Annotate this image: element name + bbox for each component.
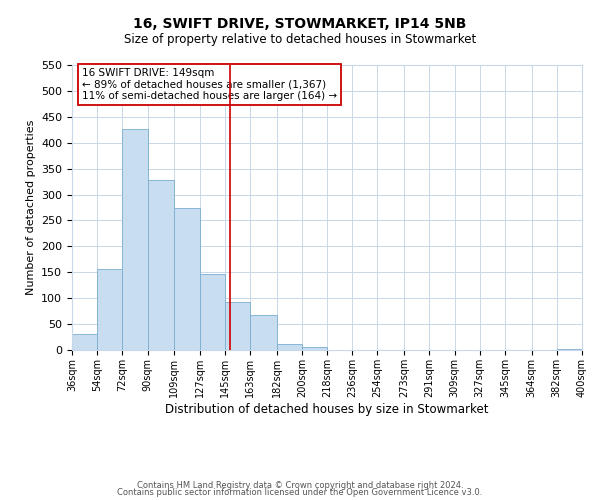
Bar	[148, 180, 174, 350]
Bar	[122, 128, 148, 350]
Bar	[225, 302, 250, 350]
Bar	[277, 344, 302, 350]
Text: 16 SWIFT DRIVE: 149sqm
← 89% of detached houses are smaller (1,367)
11% of semi-: 16 SWIFT DRIVE: 149sqm ← 89% of detached…	[82, 68, 337, 101]
Bar	[250, 316, 277, 350]
Text: Size of property relative to detached houses in Stowmarket: Size of property relative to detached ho…	[124, 32, 476, 46]
Y-axis label: Number of detached properties: Number of detached properties	[26, 120, 35, 295]
Bar	[72, 334, 97, 350]
X-axis label: Distribution of detached houses by size in Stowmarket: Distribution of detached houses by size …	[165, 402, 489, 415]
Bar	[97, 268, 122, 350]
Text: 16, SWIFT DRIVE, STOWMARKET, IP14 5NB: 16, SWIFT DRIVE, STOWMARKET, IP14 5NB	[133, 18, 467, 32]
Bar	[302, 348, 327, 350]
Text: Contains public sector information licensed under the Open Government Licence v3: Contains public sector information licen…	[118, 488, 482, 497]
Bar	[200, 274, 225, 350]
Bar	[174, 208, 200, 350]
Text: Contains HM Land Registry data © Crown copyright and database right 2024.: Contains HM Land Registry data © Crown c…	[137, 480, 463, 490]
